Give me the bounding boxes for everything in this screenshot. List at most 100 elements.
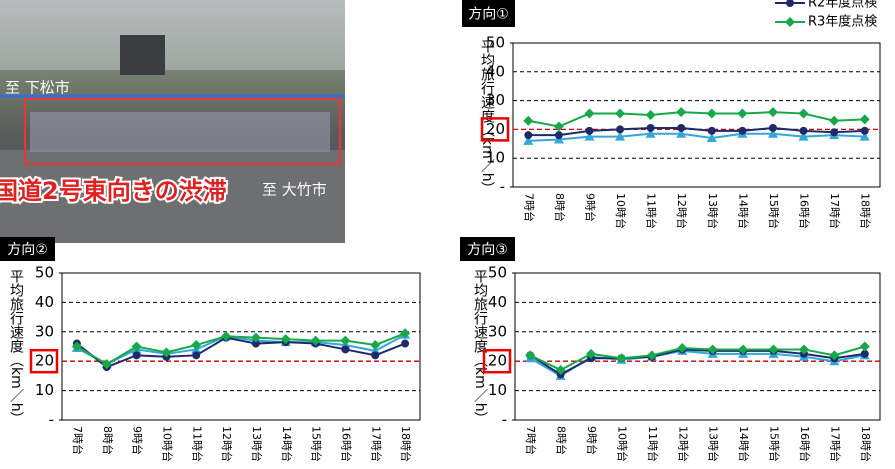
marker	[645, 128, 656, 138]
series-line	[76, 336, 406, 369]
plot-area	[61, 272, 421, 421]
x-tick-label: 17時台	[828, 193, 842, 229]
x-tick-label: 10時台	[615, 426, 629, 462]
chart-title: 方向①	[468, 7, 509, 23]
x-tick-label: 9時台	[131, 426, 145, 455]
y-tick-label: 40	[488, 293, 507, 311]
chart-title: 方向②	[7, 242, 48, 258]
y-tick-label: 10	[35, 381, 54, 399]
marker	[400, 328, 411, 339]
marker	[401, 339, 410, 348]
y-tick-label: 50	[486, 34, 505, 52]
marker	[677, 123, 686, 132]
x-tick-label: 10時台	[614, 193, 628, 229]
y-tick-label: 20	[486, 120, 505, 138]
marker	[191, 340, 202, 351]
marker	[798, 108, 809, 119]
x-tick-label: 17時台	[369, 426, 383, 462]
y-tick-label: 20	[35, 352, 54, 370]
marker	[616, 353, 627, 364]
title-box	[0, 237, 55, 261]
x-tick-label: 18時台	[859, 193, 873, 229]
marker	[553, 121, 564, 132]
marker	[830, 128, 839, 137]
series-line	[528, 111, 865, 128]
photo-cars	[30, 112, 330, 152]
marker	[798, 344, 809, 355]
y-tick-label: 40	[486, 62, 505, 80]
series-line	[529, 348, 865, 376]
y-axis-label: 平均旅行速度（km／h）	[472, 269, 488, 426]
marker	[192, 351, 201, 360]
x-tick-label: 18時台	[859, 426, 873, 462]
photo-label: 至 下松市	[5, 79, 70, 97]
photo-caption: 国道2号東向きの渋滞	[0, 177, 227, 205]
legend-label: R2年度点検	[808, 0, 877, 11]
x-tick-label: 8時台	[101, 426, 115, 455]
marker	[132, 351, 141, 360]
marker	[860, 126, 869, 135]
x-tick-label: 7時台	[522, 193, 536, 222]
marker	[707, 126, 716, 135]
x-tick-label: 7時台	[71, 426, 85, 455]
x-tick-label: 8時台	[553, 193, 567, 222]
x-tick-label: 14時台	[737, 426, 751, 462]
marker	[525, 350, 536, 361]
y-tick-label: 10	[488, 381, 507, 399]
marker	[738, 126, 747, 135]
series-line	[76, 333, 406, 366]
series-line	[76, 332, 406, 366]
marker	[785, 17, 795, 27]
x-tick-label: 14時台	[736, 193, 750, 229]
y-tick-label: 40	[35, 293, 54, 311]
marker	[250, 332, 261, 343]
marker	[768, 123, 777, 132]
y-tick-label: 20	[488, 352, 507, 370]
marker	[585, 126, 594, 135]
marker	[555, 365, 566, 376]
photo-label: 至 大竹市	[262, 181, 327, 199]
marker	[524, 131, 533, 140]
x-tick-label: 10時台	[160, 426, 174, 462]
marker	[798, 131, 809, 141]
marker	[71, 341, 82, 352]
photo-sign	[120, 35, 165, 75]
tick-highlight	[29, 348, 59, 374]
photo-sky	[0, 0, 345, 70]
series-line	[528, 132, 865, 142]
marker	[860, 349, 869, 358]
photo: 至 下松市 至 大竹市 国道2号東向きの渋滞	[0, 0, 345, 243]
y-tick-label: -	[500, 178, 505, 196]
photo-road	[0, 150, 345, 243]
series-line	[529, 345, 866, 372]
x-tick-label: 8時台	[555, 426, 569, 455]
marker	[829, 115, 840, 126]
marker	[859, 131, 870, 141]
x-tick-label: 12時台	[220, 426, 234, 462]
marker	[341, 345, 350, 354]
x-tick-label: 12時台	[676, 426, 690, 462]
x-tick-label: 13時台	[706, 193, 720, 229]
x-tick-label: 15時台	[310, 426, 324, 462]
marker	[645, 110, 656, 120]
marker	[768, 344, 779, 355]
marker	[161, 347, 172, 358]
marker	[646, 123, 655, 132]
marker	[221, 331, 232, 342]
plot-area	[512, 42, 881, 188]
marker	[586, 348, 597, 359]
x-tick-label: 11時台	[190, 426, 204, 462]
title-box	[462, 0, 515, 27]
x-tick-label: 9時台	[585, 426, 599, 455]
x-tick-label: 17時台	[828, 426, 842, 462]
marker	[340, 335, 351, 346]
chart-title: 方向③	[467, 242, 508, 258]
marker	[616, 125, 625, 134]
y-tick-label: -	[502, 411, 507, 429]
marker	[706, 108, 717, 119]
marker	[523, 115, 534, 126]
tick-highlight	[480, 117, 510, 142]
marker	[829, 350, 840, 361]
series-line	[528, 126, 865, 137]
title-box	[460, 237, 515, 261]
